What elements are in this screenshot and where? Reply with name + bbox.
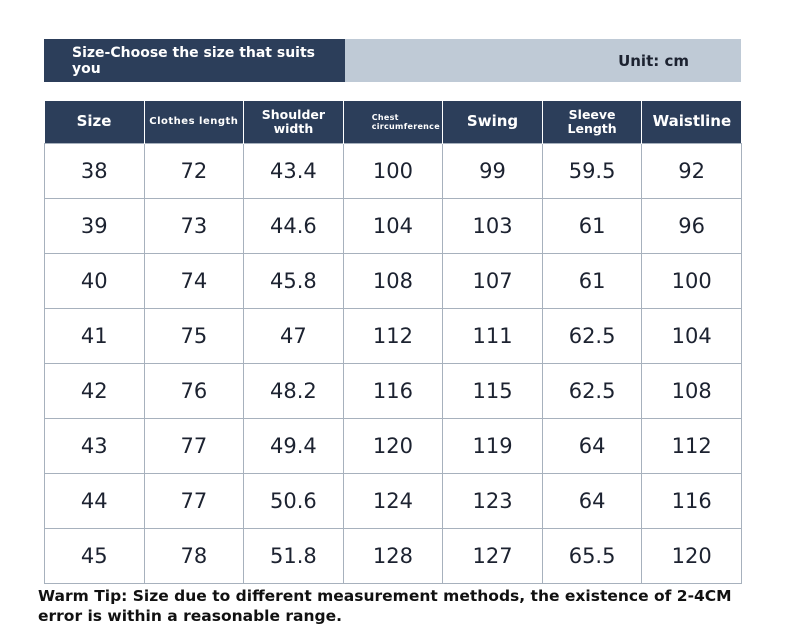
table-cell: 38 <box>44 143 145 199</box>
table-cell: 112 <box>641 418 742 474</box>
table-cell: 59.5 <box>541 143 643 199</box>
table-cell: 123 <box>442 473 543 529</box>
table-cell: 39 <box>44 198 145 254</box>
table-cell: 65.5 <box>541 528 643 584</box>
header-sleeve-length: Sleeve Length <box>541 101 642 144</box>
table-cell: 43.4 <box>243 143 344 199</box>
table-cell: 64 <box>541 473 643 529</box>
table-cell: 45.8 <box>243 253 344 309</box>
table-cell: 62.5 <box>541 363 643 419</box>
table-cell: 116 <box>641 473 742 529</box>
table-row: 40 74 45.8 108 107 61 100 <box>44 253 742 309</box>
table-cell: 96 <box>641 198 742 254</box>
table-cell: 108 <box>342 253 444 309</box>
table-cell: 75 <box>143 308 245 364</box>
table-cell: 45 <box>44 528 145 584</box>
table-cell: 128 <box>342 528 444 584</box>
table-row: 39 73 44.6 104 103 61 96 <box>44 198 742 254</box>
table-cell: 51.8 <box>243 528 344 584</box>
table-row: 38 72 43.4 100 99 59.5 92 <box>44 143 742 199</box>
table-cell: 115 <box>442 363 543 419</box>
table-cell: 111 <box>442 308 543 364</box>
table-cell: 99 <box>442 143 543 199</box>
header-shoulder-width: Shoulder width <box>243 101 344 144</box>
table-cell: 43 <box>44 418 145 474</box>
table-header-row: Size Clothes length Shoulder width Chest c… <box>44 101 742 144</box>
table-cell: 72 <box>143 143 245 199</box>
table-cell: 103 <box>442 198 543 254</box>
header-chest-circumference: Chest circumference <box>342 101 443 144</box>
table-row: 43 77 49.4 120 119 64 112 <box>44 418 742 474</box>
table-cell: 112 <box>342 308 444 364</box>
table-cell: 116 <box>342 363 444 419</box>
table-cell: 44 <box>44 473 145 529</box>
table-cell: 48.2 <box>243 363 344 419</box>
table-cell: 100 <box>342 143 444 199</box>
banner-title: Size-Choose the size that suits you <box>44 39 345 82</box>
table-cell: 44.6 <box>243 198 344 254</box>
table-cell: 42 <box>44 363 145 419</box>
table-cell: 119 <box>442 418 543 474</box>
table-cell: 50.6 <box>243 473 344 529</box>
size-banner: Size-Choose the size that suits you Unit… <box>44 39 741 82</box>
table-cell: 127 <box>442 528 543 584</box>
table-cell: 78 <box>143 528 245 584</box>
table-cell: 73 <box>143 198 245 254</box>
table-cell: 100 <box>641 253 742 309</box>
table-cell: 92 <box>641 143 742 199</box>
table-cell: 104 <box>342 198 444 254</box>
table-cell: 120 <box>641 528 742 584</box>
table-cell: 77 <box>143 418 245 474</box>
table-cell: 61 <box>541 253 643 309</box>
header-swing: Swing <box>442 101 543 144</box>
table-row: 42 76 48.2 116 115 62.5 108 <box>44 363 742 419</box>
table-row: 44 77 50.6 124 123 64 116 <box>44 473 742 529</box>
warm-tip: Warm Tip: Size due to different measurem… <box>38 587 732 625</box>
table-cell: 124 <box>342 473 444 529</box>
table-cell: 76 <box>143 363 245 419</box>
table-cell: 74 <box>143 253 245 309</box>
header-size: Size <box>44 101 145 144</box>
header-waistline: Waistline <box>641 101 742 144</box>
table-cell: 107 <box>442 253 543 309</box>
header-clothes-length: Clothes length <box>143 101 244 144</box>
table-cell: 47 <box>243 308 344 364</box>
table-row: 41 75 47 112 111 62.5 104 <box>44 308 742 364</box>
size-table: Size Clothes length Shoulder width Chest c… <box>44 101 742 584</box>
table-cell: 49.4 <box>243 418 344 474</box>
unit-label: Unit: cm <box>345 39 741 82</box>
table-cell: 40 <box>44 253 145 309</box>
table-cell: 64 <box>541 418 643 474</box>
table-cell: 62.5 <box>541 308 643 364</box>
table-cell: 120 <box>342 418 444 474</box>
table-cell: 108 <box>641 363 742 419</box>
table-cell: 77 <box>143 473 245 529</box>
table-cell: 104 <box>641 308 742 364</box>
table-cell: 61 <box>541 198 643 254</box>
table-row: 45 78 51.8 128 127 65.5 120 <box>44 528 742 584</box>
table-cell: 41 <box>44 308 145 364</box>
